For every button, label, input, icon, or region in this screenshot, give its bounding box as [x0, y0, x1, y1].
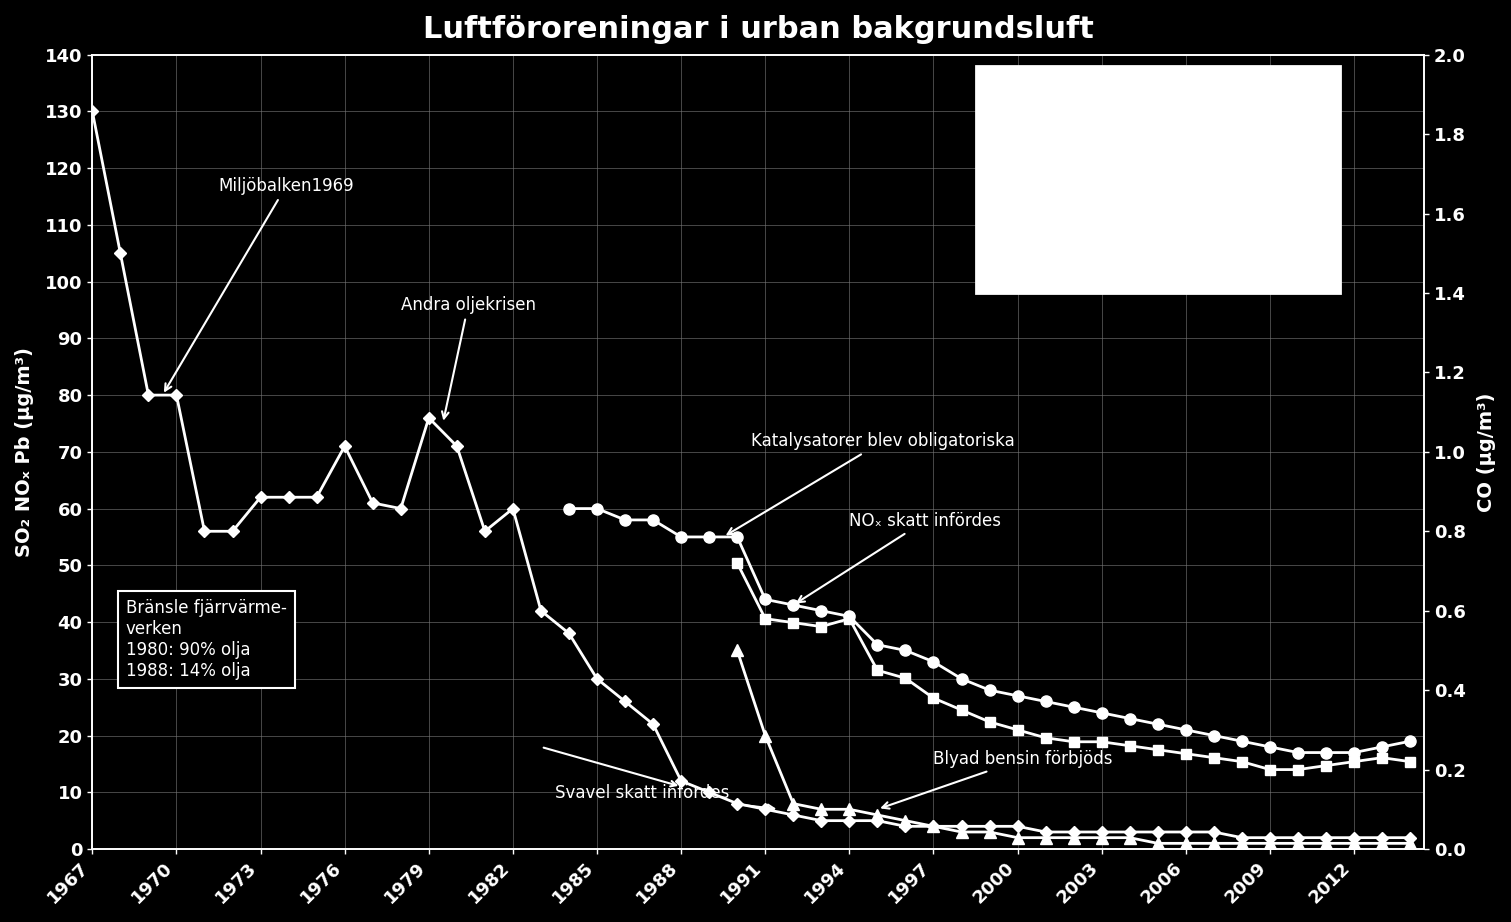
Text: Andra oljekrisen: Andra oljekrisen — [400, 296, 536, 419]
Text: Katalysatorer blev obligatoriska: Katalysatorer blev obligatoriska — [728, 432, 1015, 535]
Text: Svavel skatt infördes: Svavel skatt infördes — [555, 784, 774, 811]
Bar — [976, 66, 1340, 293]
Text: Bränsle fjärrvärme-
verken
1980: 90% olja
1988: 14% olja: Bränsle fjärrvärme- verken 1980: 90% olj… — [125, 599, 287, 680]
Title: Luftföroreningar i urban bakgrundsluft: Luftföroreningar i urban bakgrundsluft — [423, 15, 1094, 44]
Text: NOₓ skatt infördes: NOₓ skatt infördes — [798, 512, 1002, 602]
Text: Blyad bensin förbjöds: Blyad bensin förbjöds — [882, 750, 1114, 809]
Text: Miljöbalken1969: Miljöbalken1969 — [165, 177, 354, 391]
Y-axis label: CO (μg/m³): CO (μg/m³) — [1476, 392, 1496, 512]
Y-axis label: SO₂ NOₓ Pb (μg/m³): SO₂ NOₓ Pb (μg/m³) — [15, 347, 35, 557]
